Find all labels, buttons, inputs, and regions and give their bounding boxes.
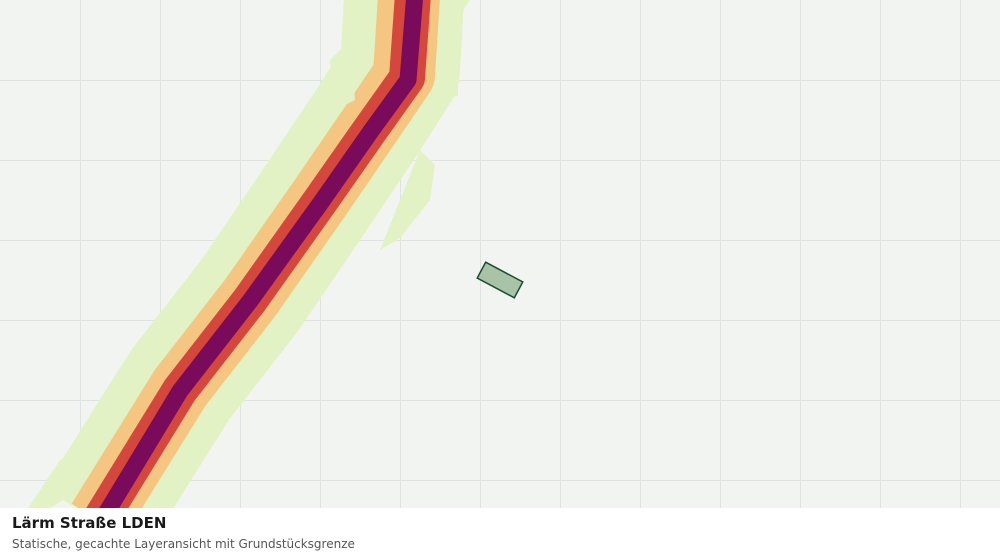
parcel-boundary[interactable]: [476, 261, 524, 299]
layer-subtitle: Statische, gecachte Layeransicht mit Gru…: [12, 537, 355, 551]
noise-fringe: [28, 0, 470, 508]
noise-bands: [44, 0, 464, 508]
layer-title: Lärm Straße LDEN: [12, 514, 167, 532]
map: [0, 0, 1000, 508]
noise-band-very-high: [99, 0, 423, 508]
legend-panel: Lärm Straße LDEN Statische, gecachte Lay…: [0, 508, 1000, 560]
